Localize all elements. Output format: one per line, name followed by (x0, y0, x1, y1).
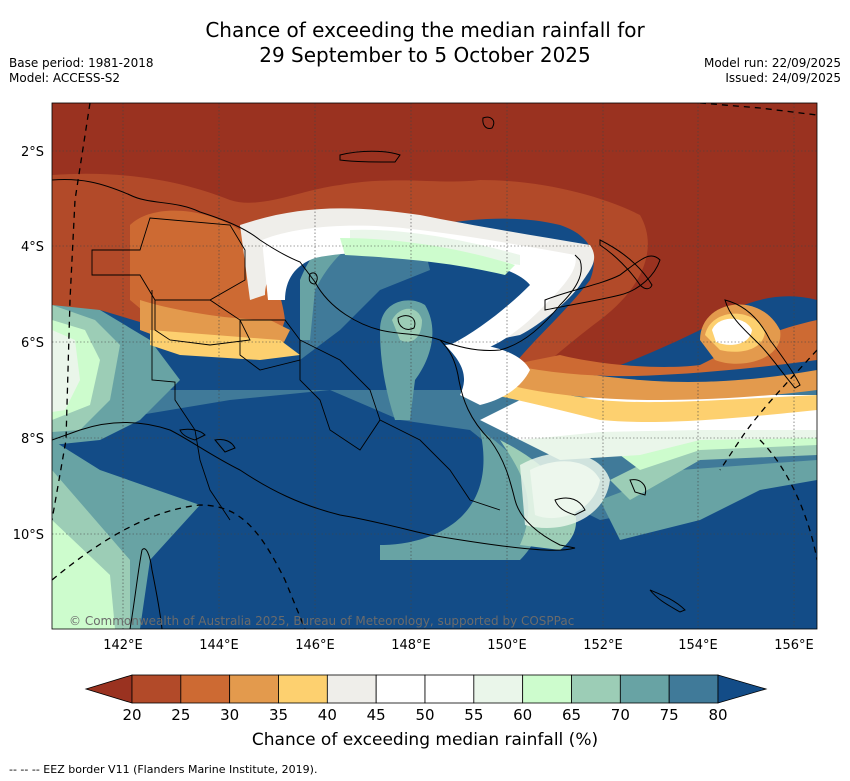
colorbar-segment (131, 674, 182, 704)
lat-label-6s: 6°S (21, 336, 44, 351)
colorbar-segment (229, 674, 279, 704)
colorbar-tick-label: 35 (269, 706, 288, 724)
axis-labels: 2°S 4°S 6°S 8°S 10°S 142°E 144°E 146°E 1… (13, 145, 814, 653)
shade-west-55 (52, 330, 80, 412)
small-island-4 (629, 479, 647, 496)
bougainville (724, 299, 801, 389)
shade-cape-55 (520, 453, 610, 528)
province-1 (91, 217, 246, 301)
colorbar-tick-label: 55 (464, 706, 483, 724)
shade-20 (52, 103, 817, 385)
province-2 (154, 299, 251, 346)
chart-title: Chance of exceeding the median rainfall … (0, 18, 850, 68)
new-guinea-coast (52, 179, 582, 551)
province-5 (379, 419, 501, 511)
colorbar-tick-label: 45 (367, 706, 386, 724)
colorbar-ticks: 20 25 30 35 40 45 50 55 60 65 70 75 80 (122, 706, 727, 724)
lon-label-156e: 156°E (774, 638, 814, 653)
lon-label-148e: 148°E (391, 638, 431, 653)
manus (339, 150, 401, 163)
lon-label-146e: 146°E (295, 638, 335, 653)
colorbar-segment (473, 674, 524, 704)
colorbar-segments (84, 674, 768, 704)
colorbar-tick-label: 25 (171, 706, 190, 724)
lon-label-142e: 142°E (103, 638, 143, 653)
eez-west (52, 103, 91, 521)
colorbar-tick-label: 60 (513, 706, 532, 724)
lat-label-4s: 4°S (21, 240, 44, 255)
eez-south (52, 504, 306, 629)
title-line-2: 29 September to 5 October 2025 (259, 43, 591, 67)
colorbar-tick-label: 75 (660, 706, 679, 724)
new-britain (544, 255, 661, 311)
new-ireland (599, 239, 653, 290)
colorbar-tick-label: 40 (318, 706, 337, 724)
torres-islands (179, 428, 236, 453)
eez-legend: -- -- -- EEZ border V11 (Flanders Marine… (9, 763, 318, 776)
map-frame (51, 102, 818, 630)
eez-east (719, 349, 817, 471)
small-island-5 (649, 589, 686, 613)
shade-east-30 (490, 360, 817, 400)
province-4 (299, 339, 381, 451)
shade-60-south (52, 520, 115, 629)
coastlines (52, 116, 801, 629)
colorbar-tick-label: 65 (562, 706, 581, 724)
colorbar-extend-low (84, 674, 133, 704)
colorbar-segment (571, 674, 621, 704)
lat-label-2s: 2°S (21, 145, 44, 160)
colorbar-segment (375, 674, 426, 704)
colorbar-extend-high (717, 674, 768, 704)
shade-40-45-band (240, 208, 595, 345)
intl-border (151, 290, 231, 521)
shade-bougainville-core (712, 318, 752, 345)
eez-ne (699, 103, 817, 116)
colorbar-segment (668, 674, 719, 704)
base-period: Base period: 1981-2018 (9, 56, 154, 70)
colorbar-tick-label: 80 (708, 706, 727, 724)
colorbar-segment (326, 674, 377, 704)
colorbar-tick-label: 30 (220, 706, 239, 724)
lon-label-152e: 152°E (583, 638, 623, 653)
colorbar-segment (424, 674, 475, 704)
shade-east-55 (520, 425, 817, 460)
colorbar-tick-label: 70 (611, 706, 630, 724)
fergusson (554, 497, 586, 516)
model-name: Model: ACCESS-S2 (9, 71, 121, 85)
colorbar-segment (522, 674, 572, 704)
colorbar-tick-label: 20 (122, 706, 141, 724)
title-line-1: Chance of exceeding the median rainfall … (205, 18, 645, 42)
gridlines (52, 103, 817, 629)
meta-right: Model run: 22/09/2025 Issued: 24/09/2025 (704, 56, 841, 86)
australia-cape-york (129, 548, 163, 629)
shade-east-35 (470, 375, 817, 422)
eez-far-east (759, 439, 817, 561)
lon-label-154e: 154°E (678, 638, 718, 653)
lon-label-150e: 150°E (487, 638, 527, 653)
issued-date: Issued: 24/09/2025 (725, 71, 841, 85)
colorbar-segment (619, 674, 670, 704)
colorbar-segment (180, 674, 231, 704)
copyright-notice: © Commonwealth of Australia 2025, Bureau… (69, 614, 575, 628)
shade-central-60 (340, 238, 515, 275)
meta-left: Base period: 1981-2018 Model: ACCESS-S2 (9, 56, 154, 86)
lon-label-144e: 144°E (199, 638, 239, 653)
small-island-3 (308, 272, 318, 285)
eez-borders (52, 103, 817, 629)
lat-label-10s: 10°S (13, 528, 44, 543)
small-island-2 (397, 315, 416, 330)
provincial-borders (91, 217, 501, 521)
lat-label-8s: 8°S (21, 432, 44, 447)
small-island-1 (482, 116, 495, 129)
shade-40 (150, 330, 300, 360)
model-run: Model run: 22/09/2025 (703, 56, 841, 70)
colorbar-title: Chance of exceeding median rainfall (%) (251, 730, 599, 750)
colorbar-segment (278, 674, 328, 704)
colorbar-tick-label: 50 (415, 706, 434, 724)
shade-central-white (445, 343, 530, 405)
shade-seast-70 (380, 430, 541, 560)
